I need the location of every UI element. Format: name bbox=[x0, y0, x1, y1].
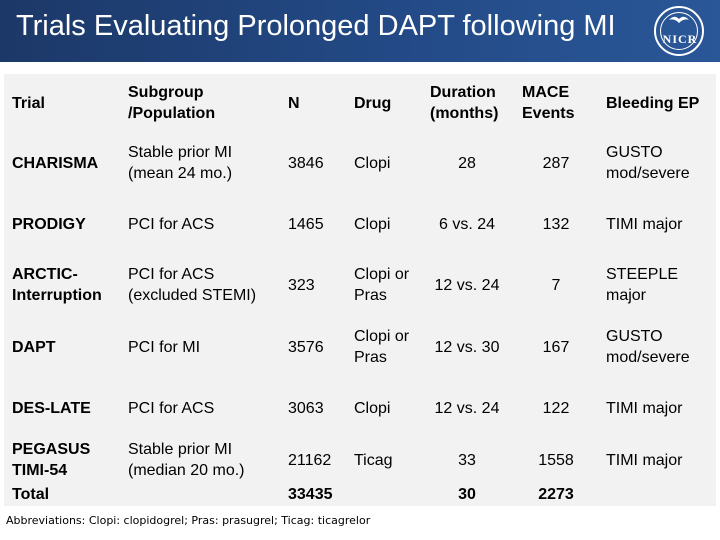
trial-cell: PEGASUS TIMI-54 bbox=[12, 441, 91, 479]
table-row: DAPT PCI for MI 3576 Clopi or Pras 12 vs… bbox=[4, 316, 716, 378]
mace-cell: 287 bbox=[542, 154, 570, 172]
total-label: Total bbox=[12, 485, 50, 503]
n-cell: 3846 bbox=[288, 154, 324, 172]
drug-cell: Clopi or Pras bbox=[354, 266, 410, 304]
trial-cell: DES-LATE bbox=[12, 399, 91, 417]
table-row: PRODIGY PCI for ACS 1465 Clopi 6 vs. 24 … bbox=[4, 194, 716, 254]
page-title: Trials Evaluating Prolonged DAPT followi… bbox=[16, 10, 616, 42]
column-header-bleeding: Bleeding EP bbox=[606, 94, 700, 112]
abbreviations-note: Abbreviations: Clopi: clopidogrel; Pras:… bbox=[6, 514, 371, 527]
bleeding-cell: TIMI major bbox=[606, 215, 683, 233]
trials-table: Trial Subgroup /Population N Drug Durati… bbox=[4, 74, 716, 506]
mace-cell: 122 bbox=[542, 399, 570, 417]
drug-cell: Clopi bbox=[354, 154, 391, 172]
bleeding-cell: TIMI major bbox=[606, 399, 683, 417]
n-cell: 1465 bbox=[288, 215, 324, 233]
n-cell: 21162 bbox=[288, 451, 332, 469]
column-header-mace: MACE Events bbox=[522, 84, 575, 122]
nicr-logo: NICR bbox=[648, 6, 712, 58]
column-header-subgroup: Subgroup /Population bbox=[128, 84, 216, 122]
subgroup-cell: PCI for MI bbox=[128, 338, 201, 356]
n-cell: 323 bbox=[288, 276, 315, 294]
seal-icon bbox=[654, 6, 704, 56]
duration-cell: 33 bbox=[458, 451, 476, 469]
mace-cell: 7 bbox=[551, 276, 561, 294]
duration-cell: 12 vs. 30 bbox=[434, 338, 500, 356]
bleeding-cell: STEEPLE major bbox=[606, 266, 679, 304]
mace-cell: 1558 bbox=[538, 451, 574, 469]
total-n: 33435 bbox=[288, 485, 333, 503]
mace-cell: 132 bbox=[542, 215, 570, 233]
table-row: PEGASUS TIMI-54 Stable prior MI (median … bbox=[4, 438, 716, 482]
trial-cell: DAPT bbox=[12, 338, 56, 356]
trial-cell: CHARISMA bbox=[12, 154, 99, 172]
column-header-trial: Trial bbox=[12, 94, 45, 112]
trials-table-panel: Trial Subgroup /Population N Drug Durati… bbox=[4, 74, 716, 506]
column-header-n: N bbox=[288, 94, 300, 112]
n-cell: 3576 bbox=[288, 338, 324, 356]
table-row: DES-LATE PCI for ACS 3063 Clopi 12 vs. 2… bbox=[4, 378, 716, 438]
subgroup-cell: PCI for ACS (excluded STEMI) bbox=[128, 266, 257, 304]
duration-cell: 12 vs. 24 bbox=[434, 399, 500, 417]
subgroup-cell: Stable prior MI (mean 24 mo.) bbox=[128, 144, 233, 182]
column-header-drug: Drug bbox=[354, 94, 392, 112]
subgroup-cell: Stable prior MI (median 20 mo.) bbox=[128, 441, 245, 479]
total-row: Total 33435 30 2273 bbox=[4, 482, 716, 506]
table-row: CHARISMA Stable prior MI (mean 24 mo.) 3… bbox=[4, 132, 716, 194]
trial-cell: ARCTIC-Interruption bbox=[12, 266, 102, 304]
drug-cell: Clopi bbox=[354, 215, 391, 233]
logo-text: NICR bbox=[662, 32, 698, 46]
duration-cell: 12 vs. 24 bbox=[434, 276, 500, 294]
table-header-row: Trial Subgroup /Population N Drug Durati… bbox=[4, 74, 716, 132]
eagle-icon bbox=[669, 16, 689, 23]
total-duration: 30 bbox=[458, 485, 476, 503]
total-mace: 2273 bbox=[538, 485, 574, 503]
drug-cell: Clopi bbox=[354, 399, 391, 417]
bleeding-cell: GUSTO mod/severe bbox=[606, 328, 690, 366]
bleeding-cell: GUSTO mod/severe bbox=[606, 144, 690, 182]
drug-cell: Ticag bbox=[354, 451, 393, 469]
duration-cell: 28 bbox=[458, 154, 476, 172]
mace-cell: 167 bbox=[542, 338, 570, 356]
table-row: ARCTIC-Interruption PCI for ACS (exclude… bbox=[4, 254, 716, 316]
column-header-duration: Duration (months) bbox=[430, 84, 499, 122]
subgroup-cell: PCI for ACS bbox=[128, 215, 215, 233]
n-cell: 3063 bbox=[288, 399, 324, 417]
title-bar: Trials Evaluating Prolonged DAPT followi… bbox=[0, 0, 720, 62]
subgroup-cell: PCI for ACS bbox=[128, 399, 215, 417]
bleeding-cell: TIMI major bbox=[606, 451, 683, 469]
drug-cell: Clopi or Pras bbox=[354, 328, 410, 366]
duration-cell: 6 vs. 24 bbox=[438, 215, 496, 233]
trial-cell: PRODIGY bbox=[12, 215, 86, 233]
